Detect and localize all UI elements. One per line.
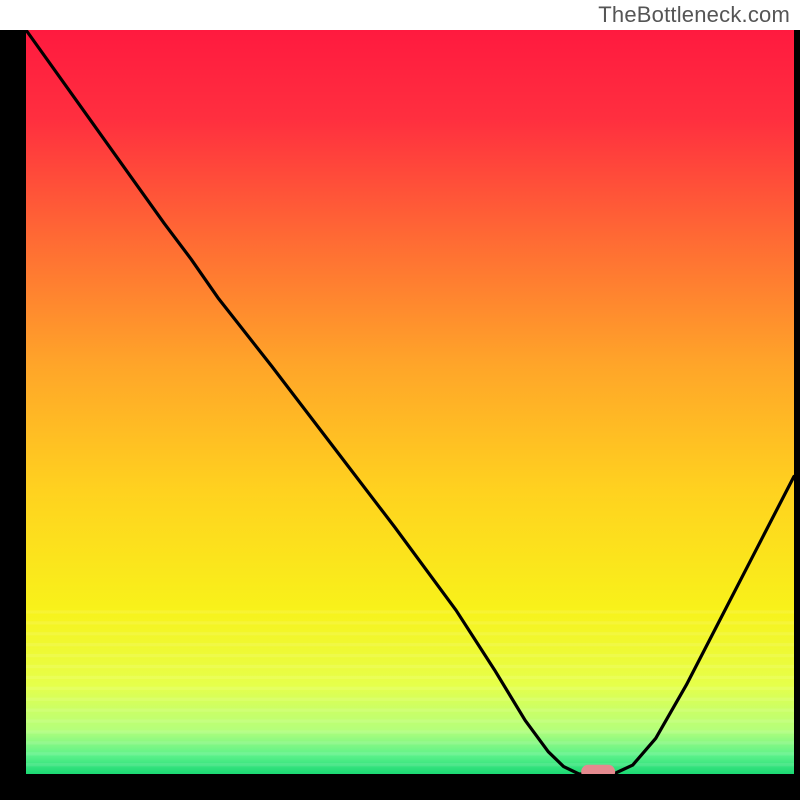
watermark-text: TheBottleneck.com xyxy=(598,2,790,28)
bottleneck-chart: TheBottleneck.com xyxy=(0,0,800,800)
chart-svg xyxy=(0,0,800,800)
